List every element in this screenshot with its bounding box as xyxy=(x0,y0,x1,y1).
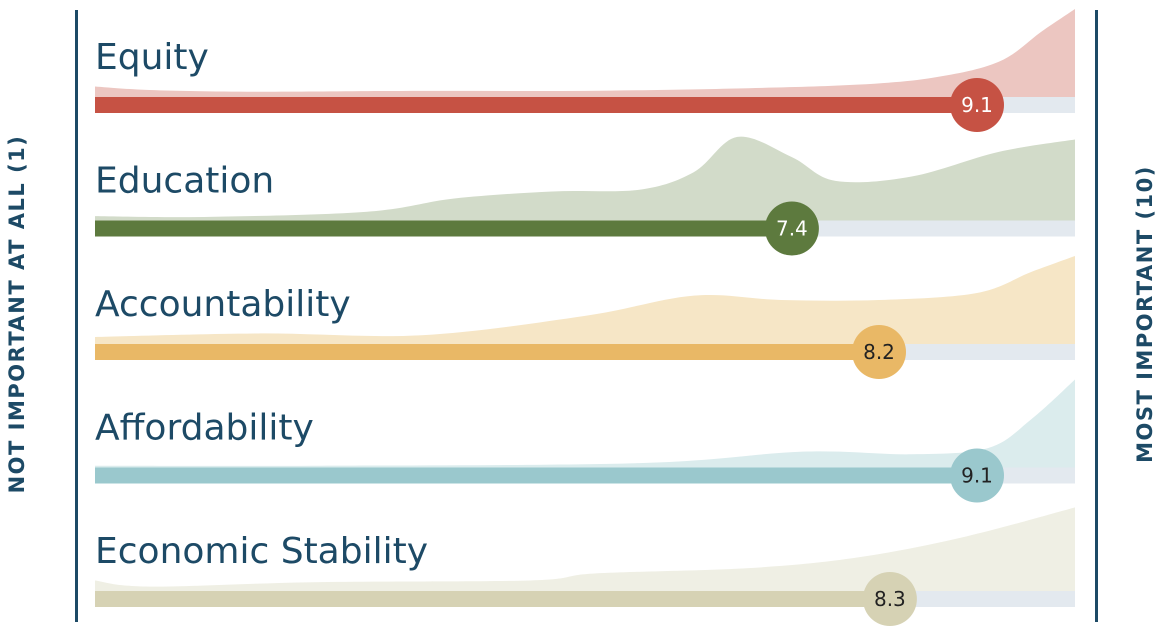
value-marker-affordability xyxy=(950,448,1004,503)
value-marker-economic-stability xyxy=(862,572,917,626)
bar-affordability xyxy=(95,467,977,484)
category-label-affordability: Affordability xyxy=(95,408,314,449)
category-label-equity: Equity xyxy=(95,37,209,78)
bar-accountability xyxy=(95,344,879,360)
bar-education xyxy=(95,220,792,237)
distribution-area-equity xyxy=(95,9,1075,97)
left-axis-line xyxy=(75,10,78,622)
bar-equity xyxy=(95,97,977,113)
value-label-equity: 9.1 xyxy=(961,93,993,117)
value-label-accountability: 8.2 xyxy=(863,340,895,364)
category-label-economic-stability: Economic Stability xyxy=(95,531,428,572)
category-label-accountability: Accountability xyxy=(95,284,351,325)
category-label-education: Education xyxy=(95,161,274,202)
value-label-affordability: 9.1 xyxy=(961,464,993,488)
distribution-area-education xyxy=(95,136,1075,221)
value-marker-education xyxy=(764,201,819,256)
right-axis-line xyxy=(1095,10,1098,622)
bar-economic-stability xyxy=(95,591,890,607)
distribution-area-accountability xyxy=(95,256,1075,344)
value-label-education: 7.4 xyxy=(776,217,808,241)
value-label-economic-stability: 8.3 xyxy=(874,587,906,611)
value-marker-equity xyxy=(950,78,1004,132)
distribution-area-economic-stability xyxy=(95,507,1075,591)
value-marker-accountability xyxy=(852,325,906,379)
